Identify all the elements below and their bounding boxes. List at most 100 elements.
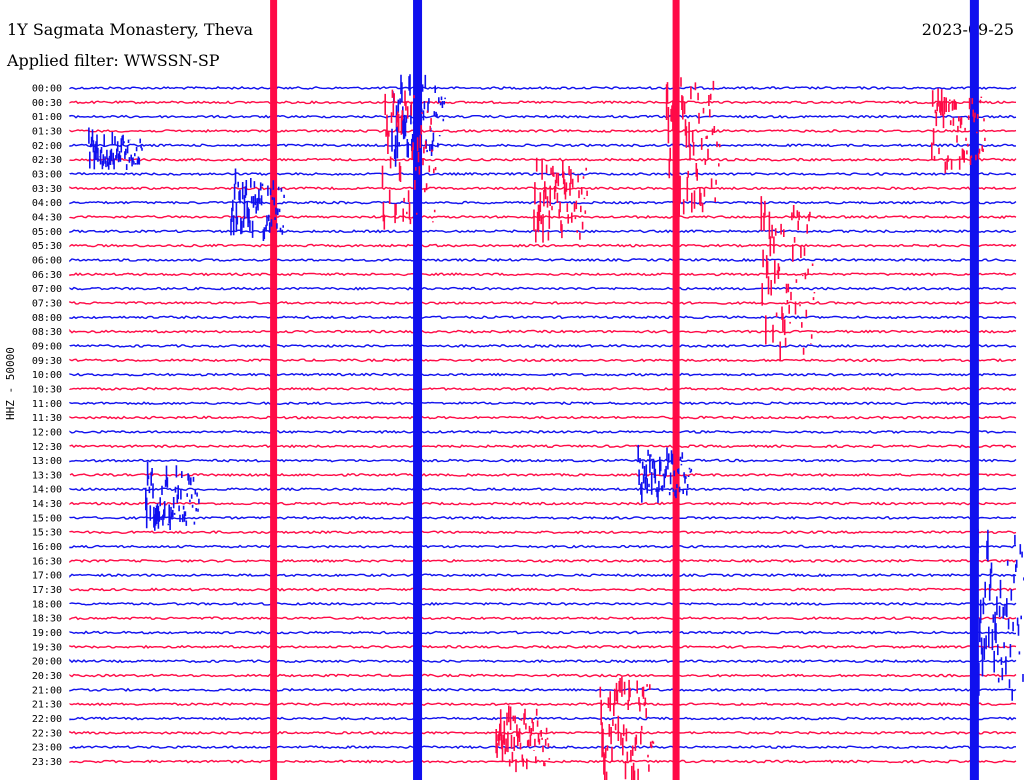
row-tick-label: 23:30: [32, 757, 62, 768]
trace-row: [69, 315, 1017, 320]
trace-row: [69, 630, 1017, 635]
row-tick-label: 09:00: [32, 341, 62, 352]
trace-row: [69, 100, 1017, 105]
trace-row: [69, 300, 1017, 305]
trace-row: [69, 544, 1017, 549]
row-tick-label: 09:30: [32, 356, 62, 367]
trace-row: [69, 501, 1017, 506]
trace-row: [69, 644, 1017, 649]
filter-label: Applied filter: WWSSN-SP: [7, 51, 220, 70]
row-tick-label: 07:30: [32, 298, 62, 309]
row-tick-label: 10:00: [32, 370, 62, 381]
seismic-event: [665, 77, 721, 217]
row-tick-label: 04:00: [32, 198, 62, 209]
row-tick-label: 13:30: [32, 470, 62, 481]
row-tick-label: 20:00: [32, 657, 62, 668]
row-tick-label: 00:30: [32, 98, 62, 109]
trace-row: [69, 745, 1016, 750]
row-tick-label: 01:30: [32, 126, 62, 137]
trace-row: [69, 372, 1017, 377]
row-tick-label: 18:30: [32, 614, 62, 625]
row-tick-label: 14:30: [32, 499, 62, 510]
seismic-event: [230, 168, 285, 241]
trace-row: [69, 573, 1017, 578]
seismic-event: [495, 705, 551, 773]
row-tick-label: 05:30: [32, 241, 62, 252]
trace-row: [69, 716, 1017, 721]
seismic-event: [599, 676, 655, 780]
seismic-event: [88, 127, 143, 170]
row-tick-label: 16:00: [32, 542, 62, 553]
trace-row: [69, 601, 1017, 606]
row-tick-label: 20:30: [32, 671, 62, 682]
trace-row: [69, 530, 1017, 535]
trace-row: [69, 587, 1017, 592]
row-tick-label: 08:30: [32, 327, 62, 338]
row-tick-label: 01:00: [32, 112, 62, 123]
seismic-event: [381, 89, 437, 230]
trace-row: [69, 200, 1017, 205]
row-tick-label: 21:00: [32, 685, 62, 696]
row-tick-label: 03:30: [32, 184, 62, 195]
row-tick-label: 10:30: [32, 384, 62, 395]
row-tick-label: 11:00: [32, 399, 62, 410]
trace-row: [69, 128, 1017, 134]
row-tick-label: 22:30: [32, 728, 62, 739]
trace-row: [69, 286, 1017, 291]
trace-row: [69, 558, 1017, 563]
seismic-event: [931, 88, 986, 174]
trace-row: [69, 487, 1017, 492]
seismic-event: [145, 461, 200, 531]
seismic-event: [973, 528, 1024, 701]
trace-row: [69, 171, 1017, 176]
row-tick-label: 14:00: [32, 485, 62, 496]
row-tick-label: 19:30: [32, 642, 62, 653]
row-tick-label: 12:00: [32, 427, 62, 438]
row-tick-label: 02:30: [32, 155, 62, 166]
seismic-event: [391, 74, 446, 167]
trace-row: [69, 730, 1017, 735]
trace-row: [69, 702, 1017, 707]
trace-row: [69, 759, 1017, 764]
row-tick-label: 21:30: [32, 700, 62, 711]
trace-row: [69, 243, 1017, 248]
trace-row: [69, 401, 1017, 406]
seismic-event: [270, 0, 278, 780]
row-tick-label: 17:00: [32, 571, 62, 582]
trace-row: [69, 458, 1017, 463]
trace-row: [69, 86, 1017, 90]
seismic-event: [760, 196, 816, 362]
trace-row: [69, 616, 1017, 621]
row-tick-label: 23:00: [32, 743, 62, 754]
trace-row: [69, 444, 1017, 449]
row-tick-label: 15:00: [32, 513, 62, 524]
row-tick-label: 04:30: [32, 212, 62, 223]
trace-row: [69, 358, 1017, 363]
trace-row: [69, 658, 1017, 664]
row-tick-label: 16:30: [32, 556, 62, 567]
row-tick-label: 19:00: [32, 628, 62, 639]
row-tick-label: 00:00: [32, 84, 62, 95]
trace-row: [69, 229, 1017, 234]
row-tick-label: 13:00: [32, 456, 62, 467]
chart-title: 1Y Sagmata Monastery, Theva: [7, 20, 254, 39]
trace-row: [69, 186, 1017, 191]
trace-row: [69, 415, 1017, 420]
trace-row: [69, 515, 1017, 520]
row-tick-label: 06:00: [32, 255, 62, 266]
seismic-event: [533, 157, 588, 243]
row-tick-label: 07:00: [32, 284, 62, 295]
seismic-event: [637, 444, 693, 503]
trace-row: [69, 344, 1017, 348]
row-tick-label: 17:30: [32, 585, 62, 596]
row-tick-label: 12:30: [32, 442, 62, 453]
trace-row: [69, 114, 1017, 119]
trace-row: [69, 429, 1017, 434]
row-tick-label: 03:00: [32, 169, 62, 180]
row-tick-label: 15:30: [32, 528, 62, 539]
trace-row: [69, 472, 1017, 477]
seismic-event: [969, 0, 979, 780]
seismic-event: [413, 0, 423, 780]
row-tick-label: 11:30: [32, 413, 62, 424]
